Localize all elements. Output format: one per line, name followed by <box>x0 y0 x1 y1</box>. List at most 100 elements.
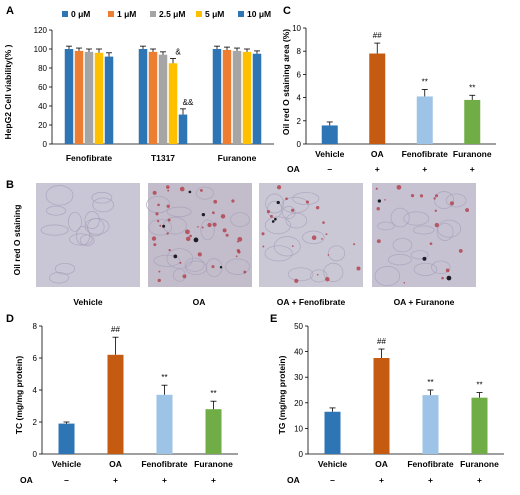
lipid-droplet <box>201 226 204 229</box>
lipid-droplet <box>441 276 444 280</box>
e-y-tick-label: 50 <box>294 322 303 331</box>
e-oa-sign: + <box>477 475 482 485</box>
a-legend-swatch <box>196 11 202 17</box>
lipid-droplet <box>225 233 229 237</box>
lipid-droplet <box>157 278 161 283</box>
cell-outline <box>69 233 93 246</box>
c-y-tick-label: 8 <box>297 47 302 56</box>
lipid-droplet <box>410 194 415 198</box>
cell-outline <box>264 216 291 235</box>
d-bar <box>205 409 222 454</box>
a-y-tick-label: 100 <box>34 45 48 54</box>
lipid-droplet <box>212 222 217 227</box>
cell-outline <box>92 197 115 213</box>
panel-a-letter: A <box>6 5 14 17</box>
lipid-droplet <box>189 234 192 238</box>
lipid-droplet <box>222 228 227 233</box>
lipid-droplet <box>231 199 235 203</box>
cell-outline <box>49 271 69 284</box>
e-y-tick-label: 30 <box>294 373 303 382</box>
a-bar <box>222 49 232 145</box>
panel-c-oa-row: – + + + OA <box>287 164 475 174</box>
a-bar <box>64 49 74 144</box>
c-oa-sign: – <box>327 164 332 174</box>
lipid-droplet <box>211 211 215 215</box>
e-oa-sign: + <box>379 475 384 485</box>
d-category-label: Furanone <box>194 459 233 469</box>
cell-outline <box>195 186 214 200</box>
micrograph-label-oa-fenofibrate: OA + Fenofibrate <box>277 297 346 307</box>
lipid-droplet <box>419 194 424 198</box>
panel-b-letter: B <box>6 179 14 191</box>
cell-outline <box>431 260 451 275</box>
e-category-label: Fenofibrate <box>407 459 454 469</box>
c-bar <box>464 99 481 144</box>
d-y-tick-label: 4 <box>33 386 38 395</box>
panel-a-legend: 0 μM 1 μM 2.5 μM 5 μM 10 μM <box>62 9 271 19</box>
lipid-droplet <box>433 197 436 200</box>
lipid-droplet <box>237 250 241 254</box>
a-bar <box>158 54 168 145</box>
lipid-droplet <box>325 277 330 282</box>
d-oa-sign: + <box>113 475 118 485</box>
c-y-tick-label: 4 <box>297 94 302 103</box>
lipid-droplet <box>207 222 212 228</box>
e-oa-sign: + <box>428 475 433 485</box>
a-legend-label: 2.5 μM <box>159 9 185 19</box>
lipid-droplet <box>179 261 182 264</box>
cell-outline <box>40 224 69 236</box>
a-category-label: Furanone <box>218 153 257 163</box>
a-bar <box>212 49 222 144</box>
dark-speck <box>162 224 166 228</box>
micrograph-label-oa-furanone: OA + Furanone <box>394 297 455 307</box>
lipid-droplet <box>261 232 265 236</box>
dark-speck <box>219 266 223 269</box>
micrograph-label-vehicle: Vehicle <box>73 297 103 307</box>
lipid-droplet <box>168 248 171 252</box>
lipid-droplet <box>458 248 463 253</box>
panel-a: A 0 μM 1 μM 2.5 μM 5 μM 10 μM 0 20 40 60 80 100 12… <box>3 5 274 163</box>
a-bar <box>74 50 84 144</box>
lipid-droplet <box>185 229 190 235</box>
lipid-droplet <box>269 214 273 218</box>
lipid-droplet <box>197 252 202 257</box>
cell-outline <box>67 211 82 232</box>
e-category-label: Furanone <box>460 459 499 469</box>
lipid-droplet <box>396 184 402 190</box>
panel-b-y-label: Oil red O staining <box>12 205 22 276</box>
lipid-droplet <box>167 218 171 222</box>
panel-c-letter: C <box>283 5 291 17</box>
lipid-droplet <box>199 188 203 192</box>
cell-outline <box>184 257 205 272</box>
lipid-droplet <box>435 194 439 198</box>
lipid-droplet <box>166 204 170 208</box>
lipid-droplet <box>294 278 299 283</box>
lipid-droplet <box>159 224 162 227</box>
lipid-droplet <box>151 236 157 241</box>
dark-speck <box>188 190 192 194</box>
cell-outline <box>434 191 455 210</box>
d-annotation: ## <box>111 325 120 334</box>
d-y-tick-label: 6 <box>33 354 38 363</box>
cell-outline <box>200 219 215 241</box>
a-y-tick-label: 80 <box>38 64 47 73</box>
panel-d-oa-row: – + + + OA <box>20 475 216 485</box>
c-category-label: Furanone <box>453 149 492 159</box>
lipid-droplet <box>356 266 361 271</box>
d-category-label: OA <box>109 459 122 469</box>
lipid-droplet <box>211 265 215 269</box>
lipid-droplet <box>445 268 450 273</box>
c-annotation: ** <box>469 83 475 92</box>
lipid-droplet <box>235 255 238 258</box>
e-oa-sign: – <box>330 475 335 485</box>
e-y-tick-label: 0 <box>299 450 304 459</box>
a-legend-label: 1 μM <box>117 9 136 19</box>
e-bar <box>324 411 341 454</box>
c-y-tick-label: 0 <box>297 140 302 149</box>
cell-outline <box>310 269 328 283</box>
e-y-tick-label: 10 <box>294 424 303 433</box>
lipid-droplet <box>167 189 170 192</box>
a-legend-label: 10 μM <box>247 9 271 19</box>
c-category-label: Vehicle <box>315 149 345 159</box>
lipid-droplet <box>305 200 309 204</box>
